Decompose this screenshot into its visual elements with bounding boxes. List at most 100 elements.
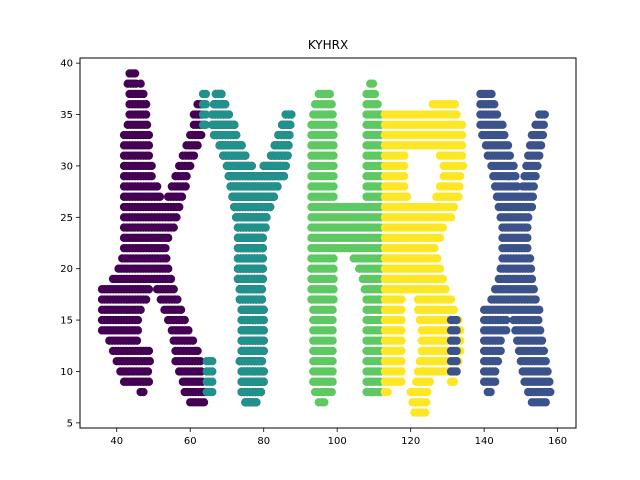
scatter-point (328, 356, 337, 366)
scatter-point (400, 182, 409, 191)
scatter-point (258, 254, 267, 263)
y-tick-label: 40 (60, 59, 73, 70)
scatter-point (176, 305, 186, 315)
x-tick-label: 60 (184, 436, 197, 447)
scatter-point (141, 110, 151, 119)
scatter-point (247, 161, 256, 171)
scatter-point (258, 233, 267, 243)
scatter-point (180, 315, 189, 325)
scatter-point (509, 161, 518, 171)
scatter-point (539, 346, 549, 356)
scatter-point (457, 130, 467, 140)
x-tick-label: 160 (548, 436, 567, 447)
scatter-point (397, 367, 406, 376)
scatter-point (173, 295, 182, 304)
scatter-point (147, 171, 156, 181)
axes-frame (79, 57, 577, 429)
scatter-point (503, 141, 513, 150)
y-tick-label: 20 (60, 264, 73, 275)
x-tick-label: 140 (475, 436, 494, 447)
scatter-point (397, 305, 406, 315)
scatter-point (259, 377, 268, 386)
scatter-point (136, 79, 145, 88)
scatter-point (220, 100, 230, 109)
scatter-point (186, 161, 195, 171)
scatter-point (163, 233, 173, 243)
scatter-point (397, 326, 406, 335)
scatter-point (325, 89, 335, 99)
scatter-point (329, 182, 338, 191)
scatter-point (217, 89, 226, 99)
scatter-point (141, 295, 151, 304)
scatter-point (163, 264, 173, 273)
scatter-point (525, 254, 535, 263)
scatter-point (528, 192, 538, 201)
scatter-point (535, 305, 544, 315)
scatter-point (456, 171, 465, 181)
scatter-point (540, 110, 549, 119)
scatter-point (539, 120, 549, 130)
scatter-point (259, 336, 268, 345)
scatter-point (328, 336, 337, 345)
scatter-point (423, 387, 432, 397)
scatter-point (452, 367, 461, 376)
scatter-point (329, 285, 338, 294)
scatter-point (144, 285, 154, 294)
scatter-point (397, 295, 406, 304)
scatter-point (189, 151, 199, 160)
scatter-point (329, 171, 338, 181)
scatter-point (505, 151, 515, 160)
x-tick-label: 120 (401, 436, 420, 447)
y-tick-label: 10 (60, 367, 73, 378)
scatter-point (400, 151, 409, 160)
scatter-point (184, 326, 193, 335)
scatter-point (283, 151, 292, 160)
scatter-point (441, 285, 450, 294)
scatter-point (258, 264, 267, 273)
scatter-point (457, 151, 467, 160)
scatter-point (490, 100, 499, 109)
scatter-point (329, 264, 338, 273)
scatter-point (169, 223, 178, 232)
scatter-point (155, 192, 165, 201)
scatter-point (152, 182, 162, 191)
scatter-point (541, 356, 550, 366)
scatter-point (286, 120, 295, 130)
scatter-point (141, 100, 151, 109)
y-tick-label: 5 (67, 418, 73, 429)
scatter-point (498, 120, 507, 130)
scatter-point (493, 356, 503, 366)
scatter-point (261, 223, 270, 232)
scatter-point (527, 202, 537, 212)
scatter-point (193, 346, 202, 356)
scatter-point (546, 387, 555, 397)
scatter-point (523, 243, 532, 253)
scatter-point (208, 356, 217, 366)
scatter-point (383, 387, 392, 397)
scatter-point (496, 336, 505, 345)
scatter-point (329, 141, 338, 150)
scatter-point (329, 254, 338, 263)
scatter-point (523, 223, 532, 232)
scatter-point (452, 315, 461, 325)
scatter-point (421, 408, 430, 417)
scatter-point (457, 141, 467, 150)
scatter-point (373, 100, 382, 109)
scatter-point (201, 110, 211, 119)
scatter-point (454, 192, 463, 201)
scatter-point (537, 336, 547, 345)
scatter-point (452, 326, 461, 335)
scatter-point (446, 295, 456, 304)
scatter-point (259, 346, 268, 356)
scatter-point (400, 171, 409, 181)
x-tick-label: 100 (328, 436, 347, 447)
scatter-point (425, 377, 435, 386)
scatter-point (208, 377, 217, 386)
scatter-point (422, 398, 431, 407)
y-tick-label: 15 (60, 316, 73, 327)
scatter-point (397, 346, 406, 356)
scatter-point (188, 336, 198, 345)
scatter-point (259, 315, 268, 325)
scatter-point (529, 182, 538, 191)
scatter-point (329, 151, 338, 160)
